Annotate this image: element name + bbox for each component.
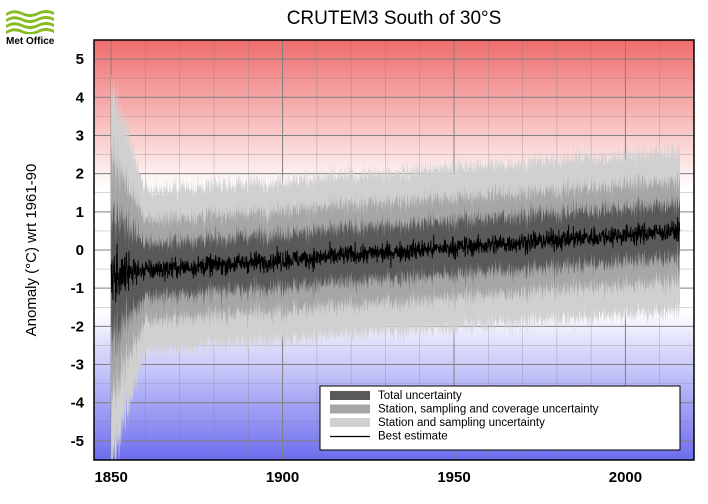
svg-text:Station, sampling and coverage: Station, sampling and coverage uncertain…	[378, 404, 599, 416]
svg-text:Total uncertainty: Total uncertainty	[378, 390, 462, 402]
svg-text:3: 3	[76, 127, 84, 144]
temperature-anomaly-chart: 1850 1900 1950 2000 -5 -4 -3 -2 -1 0 1 2 3 4 5 CRUTEM3 …	[0, 0, 708, 504]
svg-text:Best estimate: Best estimate	[378, 431, 448, 443]
svg-text:CRUTEM3 South of 30°S: CRUTEM3 South of 30°S	[287, 8, 502, 29]
svg-text:1900: 1900	[266, 469, 299, 486]
svg-text:4: 4	[76, 89, 85, 106]
svg-text:1950: 1950	[437, 469, 470, 486]
svg-text:-3: -3	[71, 357, 84, 374]
svg-text:0: 0	[76, 242, 84, 259]
svg-text:2000: 2000	[609, 469, 642, 486]
svg-text:2: 2	[76, 166, 84, 183]
svg-text:1: 1	[76, 204, 84, 221]
svg-text:1850: 1850	[94, 469, 127, 486]
svg-text:-1: -1	[71, 280, 84, 297]
svg-text:5: 5	[76, 51, 84, 68]
svg-text:-4: -4	[71, 395, 85, 412]
svg-text:Anomaly (°C) wrt 1961-90: Anomaly (°C) wrt 1961-90	[23, 164, 40, 337]
svg-text:Station and sampling uncertain: Station and sampling uncertainty	[378, 417, 545, 429]
svg-text:-2: -2	[71, 318, 84, 335]
svg-text:-5: -5	[71, 433, 84, 450]
